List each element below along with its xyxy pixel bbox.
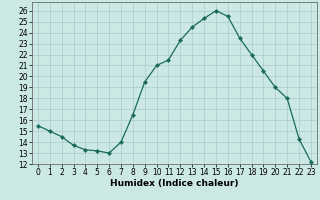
- X-axis label: Humidex (Indice chaleur): Humidex (Indice chaleur): [110, 179, 239, 188]
